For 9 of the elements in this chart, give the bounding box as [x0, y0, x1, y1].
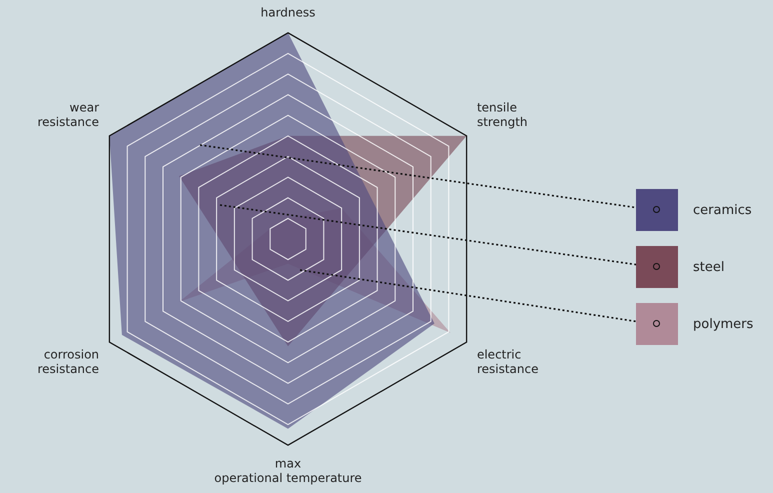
spoke-label: electric resistance [476, 347, 539, 376]
text: polymers [693, 316, 754, 332]
text: steel [693, 260, 724, 274]
spoke-label: tensile strength [476, 100, 528, 129]
spoke-label: corrosion resistance [37, 347, 100, 376]
spoke-label: max operational temperature [214, 456, 362, 485]
text: ceramics [693, 202, 752, 218]
spoke-label: hardness [260, 6, 316, 20]
spoke-label: wear resistance [37, 100, 100, 129]
